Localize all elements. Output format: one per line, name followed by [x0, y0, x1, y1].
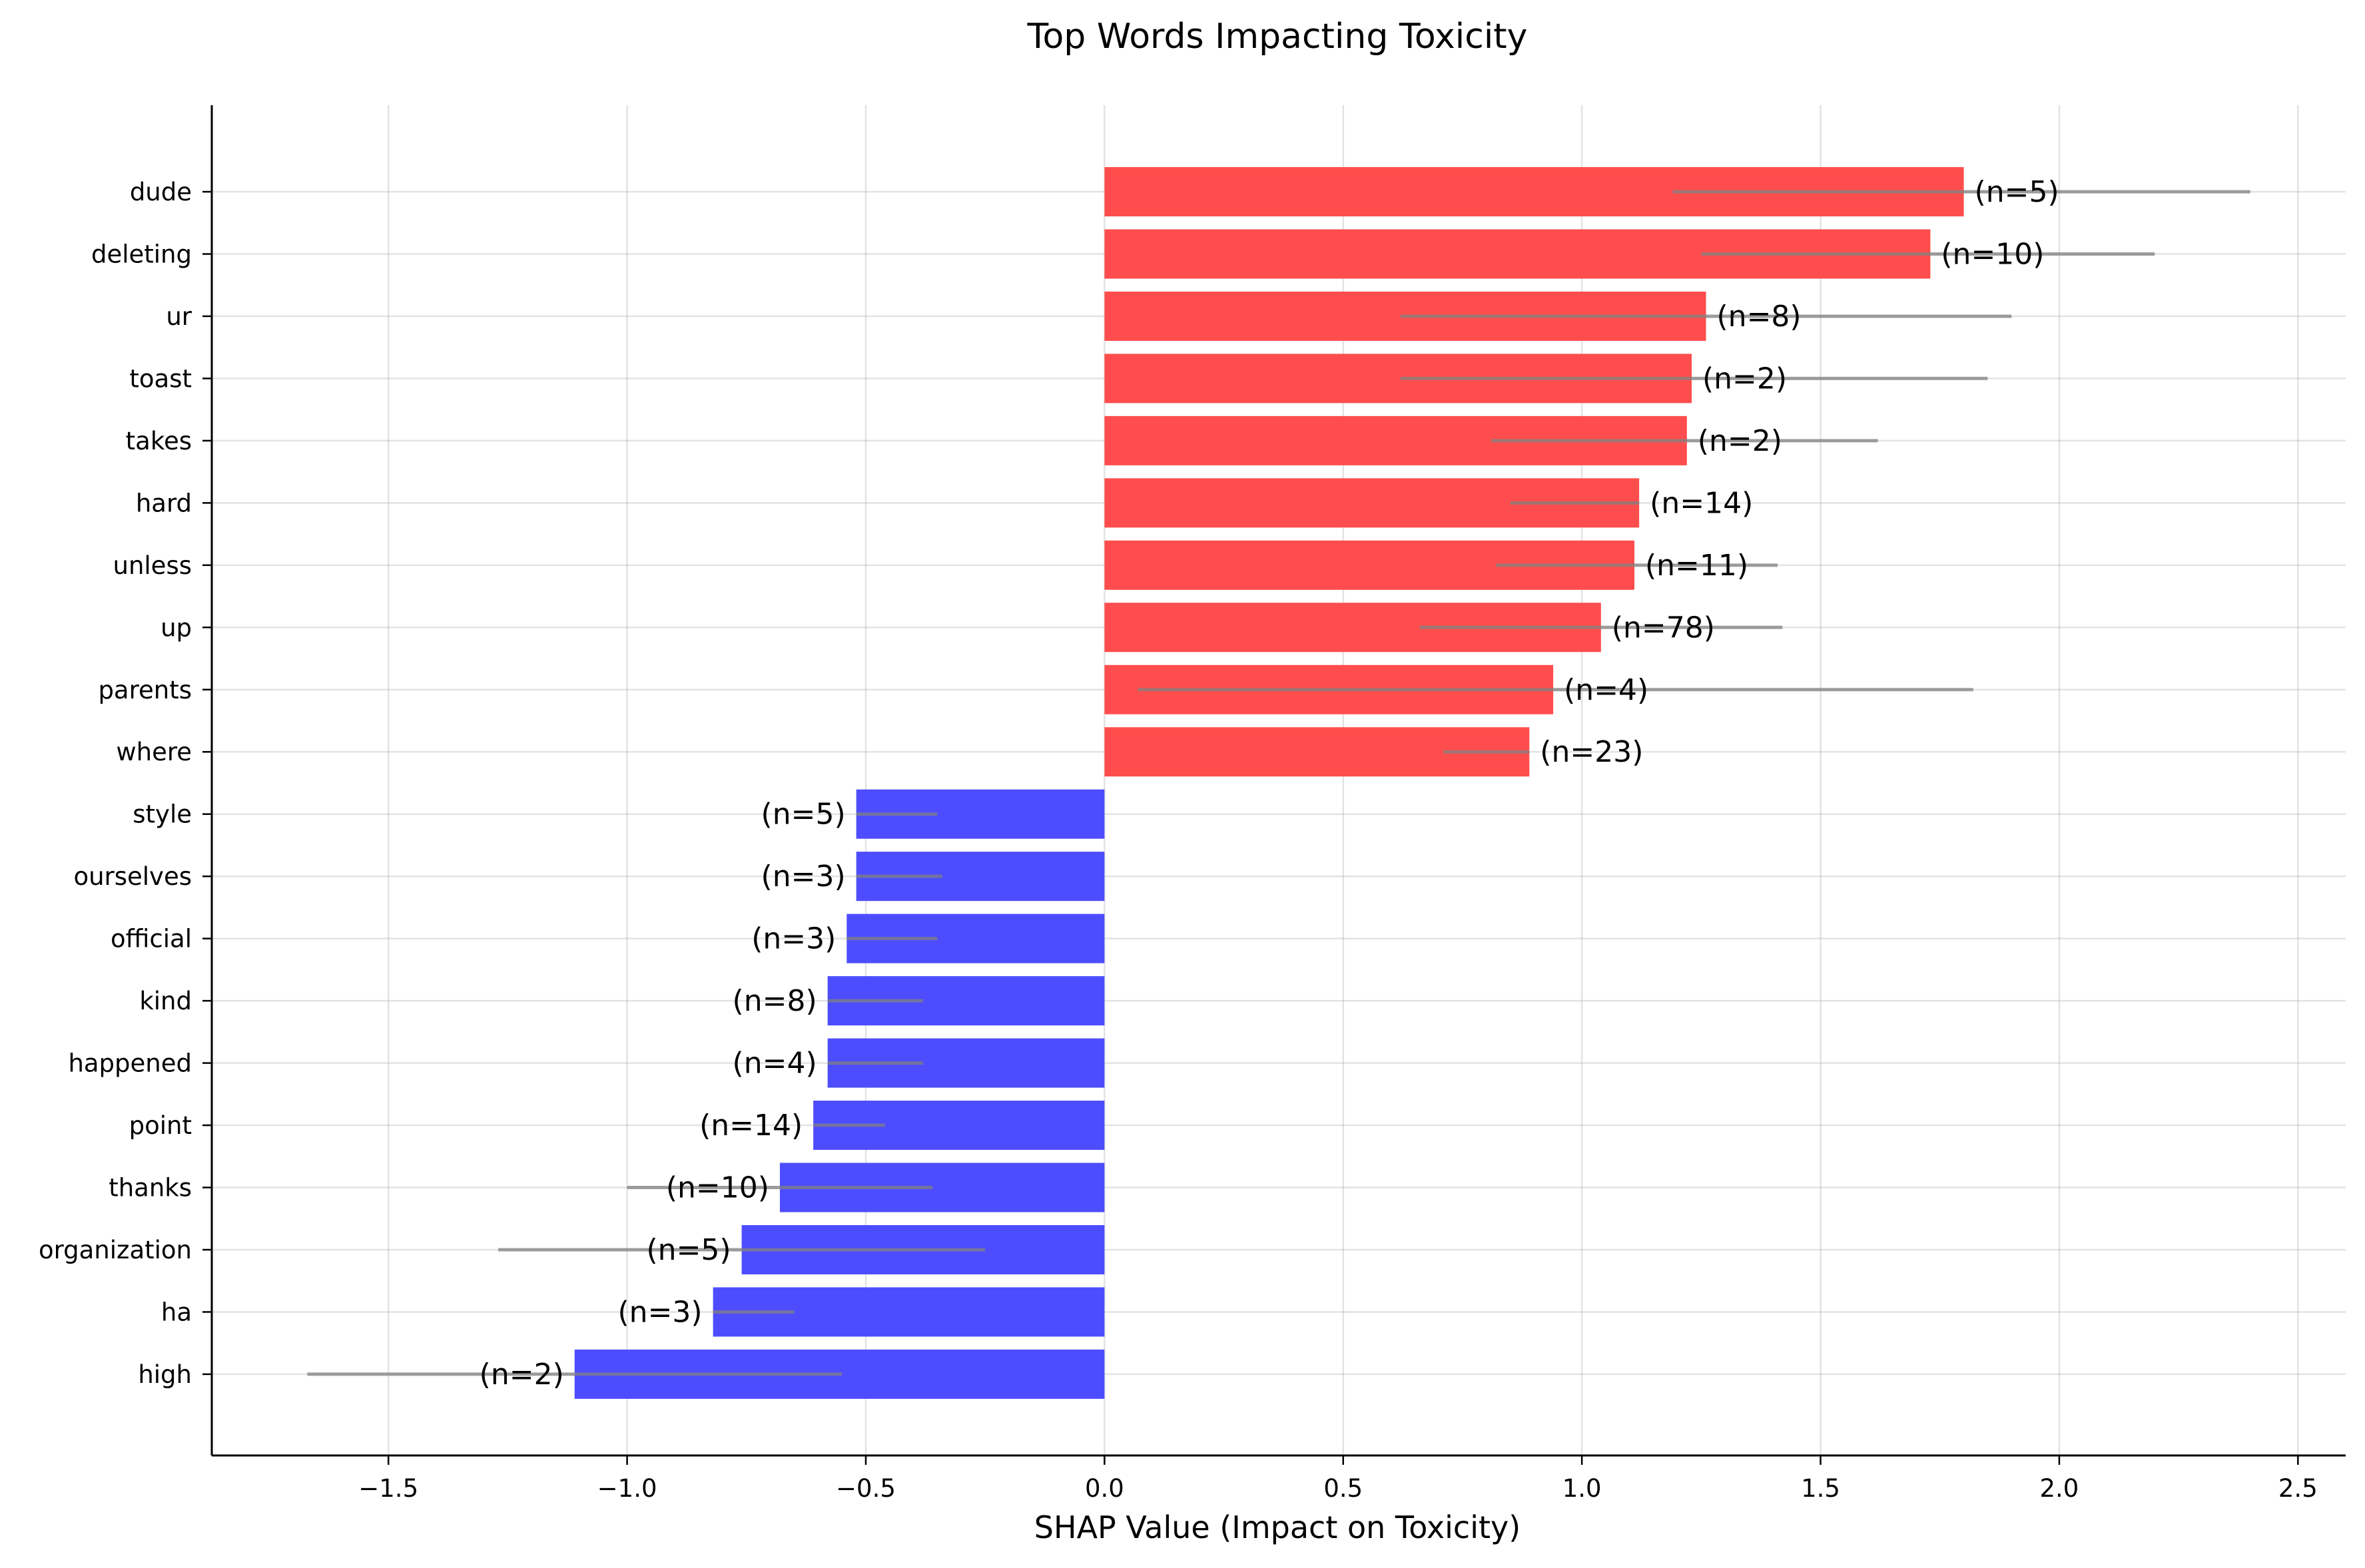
- count-label-takes: (n=2): [1698, 424, 1782, 458]
- y-tick-label-organization: organization: [39, 1236, 192, 1264]
- y-tick-label-deleting: deleting: [91, 240, 192, 268]
- y-tick-label-point: point: [129, 1111, 192, 1140]
- count-label-happened: (n=4): [733, 1047, 817, 1081]
- count-label-dude: (n=5): [1975, 175, 2059, 209]
- count-label-thanks: (n=10): [666, 1171, 769, 1205]
- x-tick-label: −1.5: [358, 1474, 418, 1503]
- count-label-toast: (n=2): [1702, 362, 1787, 395]
- y-tick-label-unless: unless: [113, 551, 192, 580]
- y-tick-label-ha: ha: [161, 1298, 192, 1326]
- count-label-unless: (n=11): [1645, 549, 1748, 583]
- x-axis-label: SHAP Value (Impact on Toxicity): [1034, 1509, 1520, 1545]
- count-label-hard: (n=14): [1650, 486, 1753, 520]
- x-tick-label: 0.0: [1085, 1474, 1124, 1503]
- y-tick-label-dude: dude: [130, 178, 192, 206]
- x-tick-label: 2.5: [2278, 1474, 2318, 1503]
- x-tick-label: 1.0: [1562, 1474, 1602, 1503]
- y-tick-label-high: high: [138, 1360, 192, 1389]
- count-label-official: (n=3): [751, 922, 836, 956]
- x-tick-label: 2.0: [2040, 1474, 2079, 1503]
- count-label-parents: (n=4): [1564, 673, 1648, 707]
- count-label-deleting: (n=10): [1941, 237, 2044, 271]
- y-tick-label-official: official: [111, 925, 192, 953]
- count-label-ha: (n=3): [618, 1295, 703, 1329]
- x-tick-label: −1.0: [597, 1474, 657, 1503]
- x-tick-label: −0.5: [836, 1474, 896, 1503]
- count-label-ur: (n=8): [1717, 300, 1802, 334]
- count-label-point: (n=14): [699, 1109, 803, 1143]
- y-tick-label-parents: parents: [98, 676, 192, 704]
- y-tick-label-ur: ur: [166, 302, 192, 331]
- count-label-up: (n=78): [1612, 611, 1715, 645]
- count-label-style: (n=5): [761, 798, 846, 832]
- axes: −1.5 −1.0 −0.5 0.0 0.5 1.0 1.5 2.0 2.5 dude deleti…: [39, 105, 2346, 1503]
- y-tick-label-where: where: [116, 738, 192, 766]
- y-tick-label-ourselves: ourselves: [73, 862, 192, 891]
- y-tick-label-up: up: [161, 613, 192, 642]
- y-tick-label-takes: takes: [126, 427, 192, 455]
- y-tick-label-kind: kind: [139, 987, 192, 1015]
- y-tick-label-toast: toast: [129, 364, 192, 393]
- count-label-where: (n=23): [1540, 735, 1643, 769]
- x-tick-label: 1.5: [1801, 1474, 1840, 1503]
- y-tick-label-hard: hard: [136, 489, 192, 517]
- y-tick-label-happened: happened: [68, 1049, 192, 1078]
- count-label-high: (n=2): [480, 1358, 564, 1392]
- count-label-kind: (n=8): [733, 984, 817, 1018]
- count-labels: (n=5) (n=10) (n=8) (n=2) (n=2) (n=14) (n=11) (n…: [480, 175, 2059, 1392]
- error-bars: [307, 190, 2250, 1376]
- chart-title: Top Words Impacting Toxicity: [1027, 17, 1528, 57]
- y-tick-label-thanks: thanks: [109, 1174, 192, 1202]
- y-tick-label-style: style: [133, 800, 192, 829]
- bars: [574, 167, 1964, 1399]
- count-label-organization: (n=5): [647, 1233, 731, 1267]
- count-label-ourselves: (n=3): [761, 860, 846, 894]
- x-tick-label: 0.5: [1323, 1474, 1363, 1503]
